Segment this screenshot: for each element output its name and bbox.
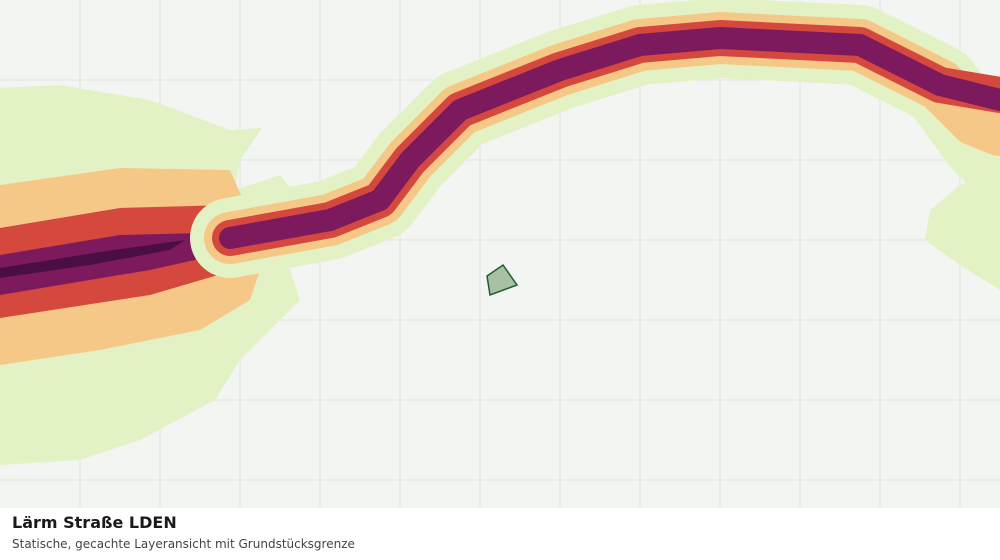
road-noise [190,0,1000,278]
noise-zone-70 [0,240,185,278]
parcel-boundary[interactable] [486,263,519,297]
noise-zone-65 [0,232,240,295]
map-subtitle: Statische, gecachte Layeransicht mit Gru… [12,537,355,551]
noise-zone-45 [925,170,1000,290]
caption: Lärm Straße LDEN Statische, gecachte Lay… [0,508,1000,560]
noise-map [0,0,1000,508]
noise-band-65 [219,27,1000,249]
map-title: Lärm Straße LDEN [12,513,177,532]
